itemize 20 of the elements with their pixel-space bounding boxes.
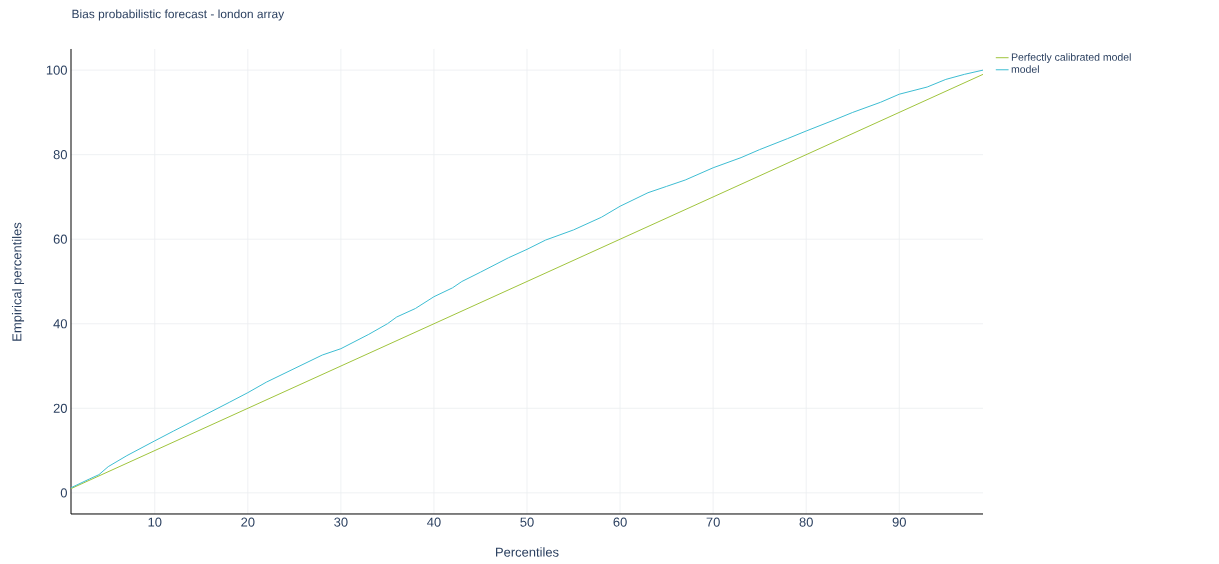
x-tick-label: 50: [520, 517, 534, 527]
y-tick-label: 60: [53, 234, 67, 244]
x-tick-label: 30: [334, 517, 348, 527]
x-tick-label: 10: [148, 517, 162, 527]
x-tick-label: 90: [892, 517, 906, 527]
x-tick-label: 40: [427, 517, 441, 527]
y-tick-label: 20: [53, 403, 67, 413]
chart-title: Bias probabilistic forecast - london array: [72, 9, 285, 21]
legend-label: Perfectly calibrated model: [1011, 53, 1131, 63]
y-tick-label: 100: [46, 65, 67, 75]
x-tick-label: 20: [241, 517, 255, 527]
y-tick-label: 0: [60, 488, 67, 498]
y-axis-title: Empirical percentiles: [11, 222, 25, 341]
y-tick-label: 80: [53, 150, 67, 160]
legend-label: model: [1011, 65, 1039, 73]
x-tick-label: 60: [613, 517, 627, 527]
y-tick-label: 40: [53, 319, 67, 329]
x-axis-title: Percentiles: [496, 547, 559, 557]
x-tick-label: 70: [706, 517, 720, 527]
x-tick-label: 80: [799, 517, 813, 527]
